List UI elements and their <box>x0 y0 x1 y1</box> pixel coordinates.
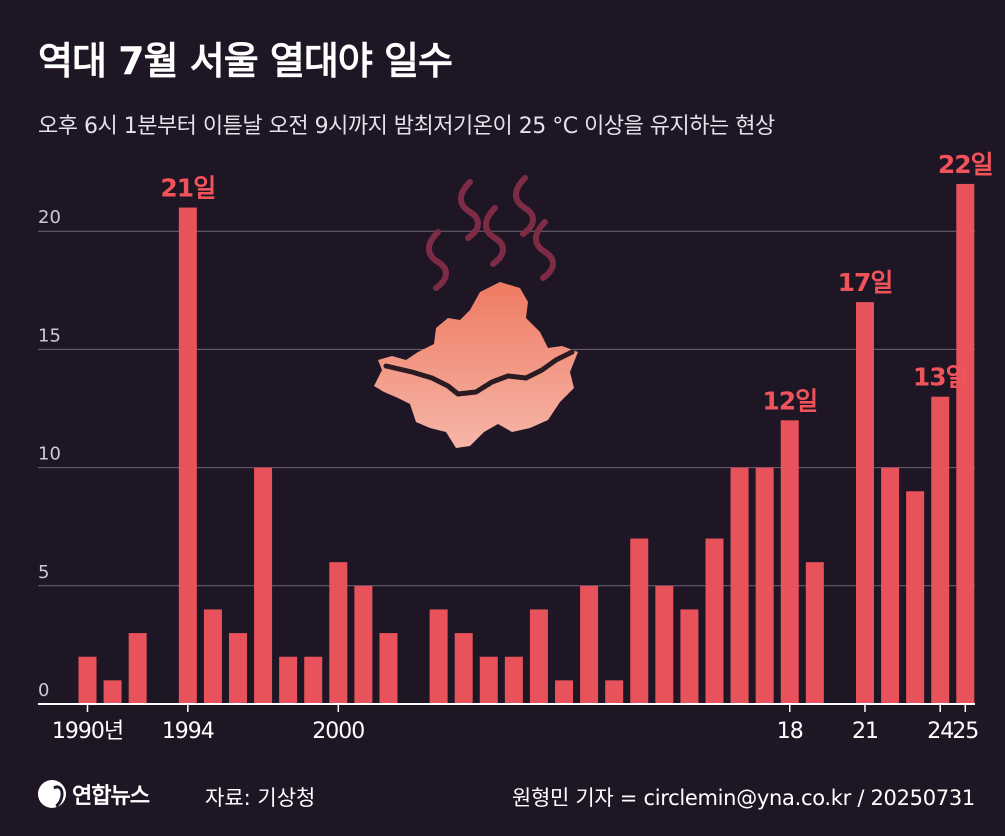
x-tick-label: 18 <box>777 719 803 744</box>
chart-subtitle: 오후 6시 1분부터 이튿날 오전 9시까지 밤최저기온이 25 °C 이상을 … <box>38 114 775 139</box>
bar-2000 <box>329 562 348 704</box>
bar-1998 <box>279 656 298 704</box>
source-text: 자료: 기상청 <box>205 786 316 810</box>
bar-1997 <box>254 467 273 704</box>
yonhap-logo-icon <box>38 780 66 808</box>
bar-2002 <box>379 633 398 704</box>
bar-2011 <box>605 680 624 704</box>
bar-value-label: 17일 <box>838 268 893 297</box>
bar-2007 <box>504 656 523 704</box>
chart-title: 역대 7월 서울 열대야 일수 <box>38 39 453 83</box>
x-tick-label: 25 <box>952 719 978 744</box>
bar-2009 <box>555 680 574 704</box>
bar-1996 <box>228 633 247 704</box>
bar-2016 <box>730 467 749 704</box>
bar-2017 <box>755 467 774 704</box>
bar-2021 <box>855 302 874 704</box>
yonhap-logo: 연합뉴스 <box>38 778 150 810</box>
bar-2023 <box>906 491 925 704</box>
bar-1999 <box>304 656 323 704</box>
bar-2022 <box>881 467 900 704</box>
bar-2025 <box>956 183 975 705</box>
bar-2004 <box>429 609 448 704</box>
footer: 연합뉴스 자료: 기상청 원형민 기자 = circlemin@yna.co.k… <box>38 778 975 818</box>
bar-value-label: 13일 <box>913 363 968 392</box>
bar-2010 <box>580 585 599 704</box>
credit-text: 원형민 기자 = circlemin@yna.co.kr / 20250731 <box>511 786 975 810</box>
x-tick-label: 2000 <box>312 719 364 744</box>
bar-1992 <box>128 633 147 704</box>
bar-2006 <box>479 656 498 704</box>
y-tick-label: 20 <box>38 207 61 228</box>
bar-1991 <box>103 680 122 704</box>
bar-2013 <box>655 585 674 704</box>
y-tick-label: 5 <box>38 562 49 583</box>
bar-2012 <box>630 538 649 704</box>
y-tick-label: 10 <box>38 444 61 465</box>
bar-2015 <box>705 538 724 704</box>
bar-1995 <box>203 609 222 704</box>
x-tick-label: 21 <box>852 719 878 744</box>
bar-1990 <box>78 656 97 704</box>
y-tick-label: 0 <box>38 680 49 701</box>
bar-value-label: 12일 <box>762 386 817 415</box>
bar-2001 <box>354 585 373 704</box>
logo-text: 연합뉴스 <box>72 784 150 809</box>
bar-value-label: 21일 <box>160 174 215 203</box>
bar-2024 <box>931 396 950 704</box>
bar-2008 <box>529 609 548 704</box>
steam-icon <box>426 175 556 291</box>
x-tick-label: 1994 <box>162 719 214 744</box>
bar-1994 <box>178 207 197 704</box>
seoul-map-icon <box>374 282 578 448</box>
x-tick-label: 1990년 <box>52 719 123 744</box>
bar-2018 <box>780 420 799 704</box>
bar-2005 <box>454 633 473 704</box>
bar-value-label: 22일 <box>938 150 993 179</box>
bar-chart: 0 5 10 15 20 1990년 1994 2000 18 21 24 25 21일 12일 17일 13… <box>38 150 994 744</box>
bar-2019 <box>805 562 824 704</box>
x-tick-label: 24 <box>927 719 953 744</box>
bar-2014 <box>680 609 699 704</box>
y-tick-label: 15 <box>38 325 61 346</box>
